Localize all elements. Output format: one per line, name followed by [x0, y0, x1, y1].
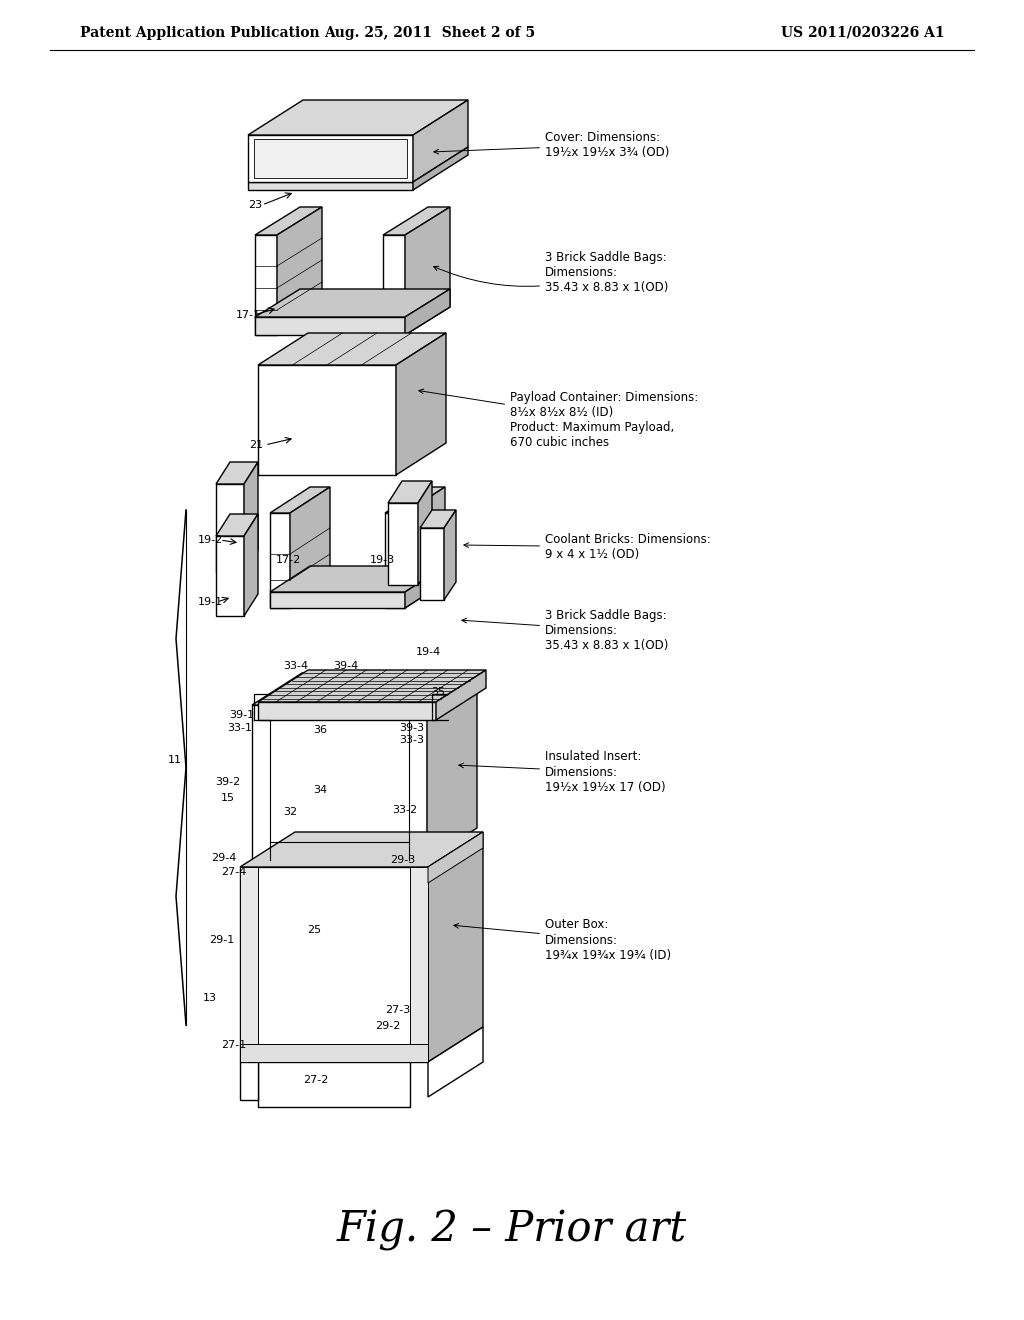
Polygon shape	[240, 832, 483, 867]
Polygon shape	[418, 480, 432, 585]
Text: Payload Container: Dimensions:
8½x 8½x 8½ (ID)
Product: Maximum Payload,
670 cub: Payload Container: Dimensions: 8½x 8½x 8…	[419, 389, 698, 449]
Polygon shape	[270, 591, 406, 609]
Text: 19-4: 19-4	[416, 647, 440, 657]
Polygon shape	[240, 867, 428, 1063]
Polygon shape	[427, 673, 477, 861]
Polygon shape	[444, 510, 456, 601]
Text: 11: 11	[168, 755, 182, 766]
Text: 17-1: 17-1	[236, 310, 260, 319]
Text: Coolant Bricks: Dimensions:
9 x 4 x 1½ (OD): Coolant Bricks: Dimensions: 9 x 4 x 1½ (…	[464, 533, 711, 561]
Polygon shape	[270, 513, 290, 609]
Text: 39-1: 39-1	[229, 710, 255, 719]
Text: 27-3: 27-3	[385, 1005, 411, 1015]
Text: 29-3: 29-3	[390, 855, 416, 865]
Polygon shape	[216, 536, 244, 616]
Polygon shape	[385, 513, 406, 609]
Text: 35: 35	[431, 686, 445, 697]
Text: 33-3: 33-3	[399, 735, 425, 744]
Polygon shape	[428, 1027, 483, 1097]
Polygon shape	[254, 139, 407, 178]
Polygon shape	[406, 566, 445, 609]
Polygon shape	[420, 510, 456, 528]
Polygon shape	[240, 1044, 428, 1063]
Text: 19-2: 19-2	[198, 535, 222, 545]
Polygon shape	[385, 487, 445, 513]
Text: 19-1: 19-1	[198, 597, 222, 607]
Text: 33-2: 33-2	[392, 805, 418, 814]
Polygon shape	[410, 867, 428, 1063]
Polygon shape	[278, 207, 322, 335]
Text: 33-4: 33-4	[284, 661, 308, 671]
Polygon shape	[255, 235, 278, 335]
Polygon shape	[388, 503, 418, 585]
Polygon shape	[383, 207, 450, 235]
Polygon shape	[252, 673, 477, 705]
Polygon shape	[258, 671, 486, 702]
Polygon shape	[428, 832, 483, 883]
Text: Patent Application Publication: Patent Application Publication	[80, 26, 319, 40]
Polygon shape	[248, 182, 413, 190]
Polygon shape	[290, 487, 330, 609]
Text: US 2011/0203226 A1: US 2011/0203226 A1	[781, 26, 945, 40]
Polygon shape	[413, 100, 468, 182]
Text: Cover: Dimensions:
19½x 19½x 3¾ (OD): Cover: Dimensions: 19½x 19½x 3¾ (OD)	[434, 131, 670, 158]
Polygon shape	[252, 705, 427, 861]
Polygon shape	[406, 487, 445, 609]
Text: 3 Brick Saddle Bags:
Dimensions:
35.43 x 8.83 x 1(OD): 3 Brick Saddle Bags: Dimensions: 35.43 x…	[462, 609, 669, 652]
Polygon shape	[258, 333, 446, 366]
Polygon shape	[383, 235, 406, 335]
Polygon shape	[406, 289, 450, 335]
Polygon shape	[428, 832, 483, 1063]
Text: 25: 25	[307, 925, 322, 935]
Polygon shape	[396, 333, 446, 475]
Text: 39-3: 39-3	[399, 723, 425, 733]
Text: Outer Box:
Dimensions:
19¾x 19¾x 19¾ (ID): Outer Box: Dimensions: 19¾x 19¾x 19¾ (ID…	[454, 919, 671, 961]
Text: 27-2: 27-2	[303, 1074, 329, 1085]
Polygon shape	[255, 289, 450, 317]
Text: 36: 36	[313, 725, 327, 735]
Text: Fig. 2 – Prior art: Fig. 2 – Prior art	[337, 1209, 687, 1251]
Text: 17-2: 17-2	[275, 554, 301, 565]
Polygon shape	[255, 317, 406, 335]
Polygon shape	[240, 867, 258, 1063]
Polygon shape	[216, 484, 244, 572]
Polygon shape	[420, 528, 444, 601]
Text: 27-1: 27-1	[221, 1040, 247, 1049]
Polygon shape	[270, 566, 445, 591]
Text: 21: 21	[249, 440, 263, 450]
Text: 39-4: 39-4	[334, 661, 358, 671]
Text: 34: 34	[313, 785, 327, 795]
Text: 3 Brick Saddle Bags:
Dimensions:
35.43 x 8.83 x 1(OD): 3 Brick Saddle Bags: Dimensions: 35.43 x…	[433, 251, 669, 293]
Polygon shape	[255, 207, 322, 235]
Text: Insulated Insert:
Dimensions:
19½x 19½x 17 (OD): Insulated Insert: Dimensions: 19½x 19½x …	[459, 751, 666, 793]
Polygon shape	[258, 1063, 410, 1107]
Polygon shape	[436, 671, 486, 719]
Text: 29-1: 29-1	[209, 935, 234, 945]
Polygon shape	[258, 366, 396, 475]
Polygon shape	[216, 513, 258, 536]
Polygon shape	[240, 1063, 258, 1100]
Polygon shape	[216, 462, 258, 484]
Polygon shape	[406, 207, 450, 335]
Polygon shape	[248, 100, 468, 135]
Polygon shape	[244, 513, 258, 616]
Text: Aug. 25, 2011  Sheet 2 of 5: Aug. 25, 2011 Sheet 2 of 5	[325, 26, 536, 40]
Text: 33-1: 33-1	[227, 723, 253, 733]
Text: 27-4: 27-4	[221, 867, 247, 876]
Text: 23: 23	[248, 201, 262, 210]
Polygon shape	[248, 135, 413, 182]
Text: 19-3: 19-3	[370, 554, 394, 565]
Text: 32: 32	[283, 807, 297, 817]
Polygon shape	[413, 147, 468, 190]
Text: 29-2: 29-2	[376, 1020, 400, 1031]
Text: 29-4: 29-4	[211, 853, 237, 863]
Polygon shape	[270, 487, 330, 513]
Text: 15: 15	[221, 793, 234, 803]
Text: 39-2: 39-2	[215, 777, 241, 787]
Polygon shape	[244, 462, 258, 572]
Text: 13: 13	[203, 993, 217, 1003]
Polygon shape	[258, 702, 436, 719]
Polygon shape	[388, 480, 432, 503]
